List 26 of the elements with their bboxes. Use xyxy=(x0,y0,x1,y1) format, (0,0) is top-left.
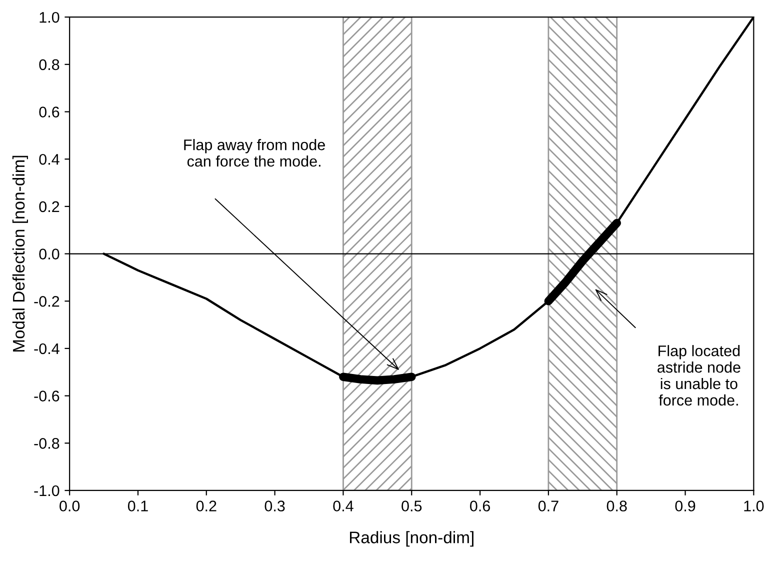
y-tick-label: 0.2 xyxy=(39,201,60,212)
x-tick-label: 0.5 xyxy=(402,500,422,512)
x-tick-label: 0.6 xyxy=(470,500,490,512)
x-tick-label: 0.7 xyxy=(538,500,558,512)
y-tick-label: 0.8 xyxy=(39,59,60,70)
x-tick-label: 1.0 xyxy=(744,500,764,512)
x-tick-label: 0.9 xyxy=(675,500,696,512)
x-tick-label: 0.4 xyxy=(333,500,354,512)
x-tick-label: 0.2 xyxy=(196,500,216,512)
x-tick-label: 0.1 xyxy=(128,500,148,512)
x-tick-label: 0.0 xyxy=(60,500,80,512)
x-axis-title: Radius [non-dim] xyxy=(350,531,474,547)
annotation: Flap located astride node is unable to force mode. xyxy=(658,345,740,406)
y-tick-label: 1.0 xyxy=(40,12,60,23)
y-tick-label: 0.4 xyxy=(39,154,60,165)
y-tick-label: -0.2 xyxy=(34,296,60,307)
y-tick-label: 0.6 xyxy=(39,106,60,118)
y-tick-label: -0.6 xyxy=(34,390,60,402)
y-tick-label: -0.4 xyxy=(34,343,60,354)
annotation: Flap away from node can force the mode. xyxy=(184,139,325,167)
y-axis-title: Modal Deflection [non-dim] xyxy=(12,156,28,352)
x-tick-label: 0.8 xyxy=(606,500,627,512)
y-tick-label: -1.0 xyxy=(34,485,60,496)
y-tick-label: -0.8 xyxy=(34,438,60,449)
x-tick-label: 0.3 xyxy=(264,500,285,512)
y-tick-label: 0.0 xyxy=(39,248,60,260)
